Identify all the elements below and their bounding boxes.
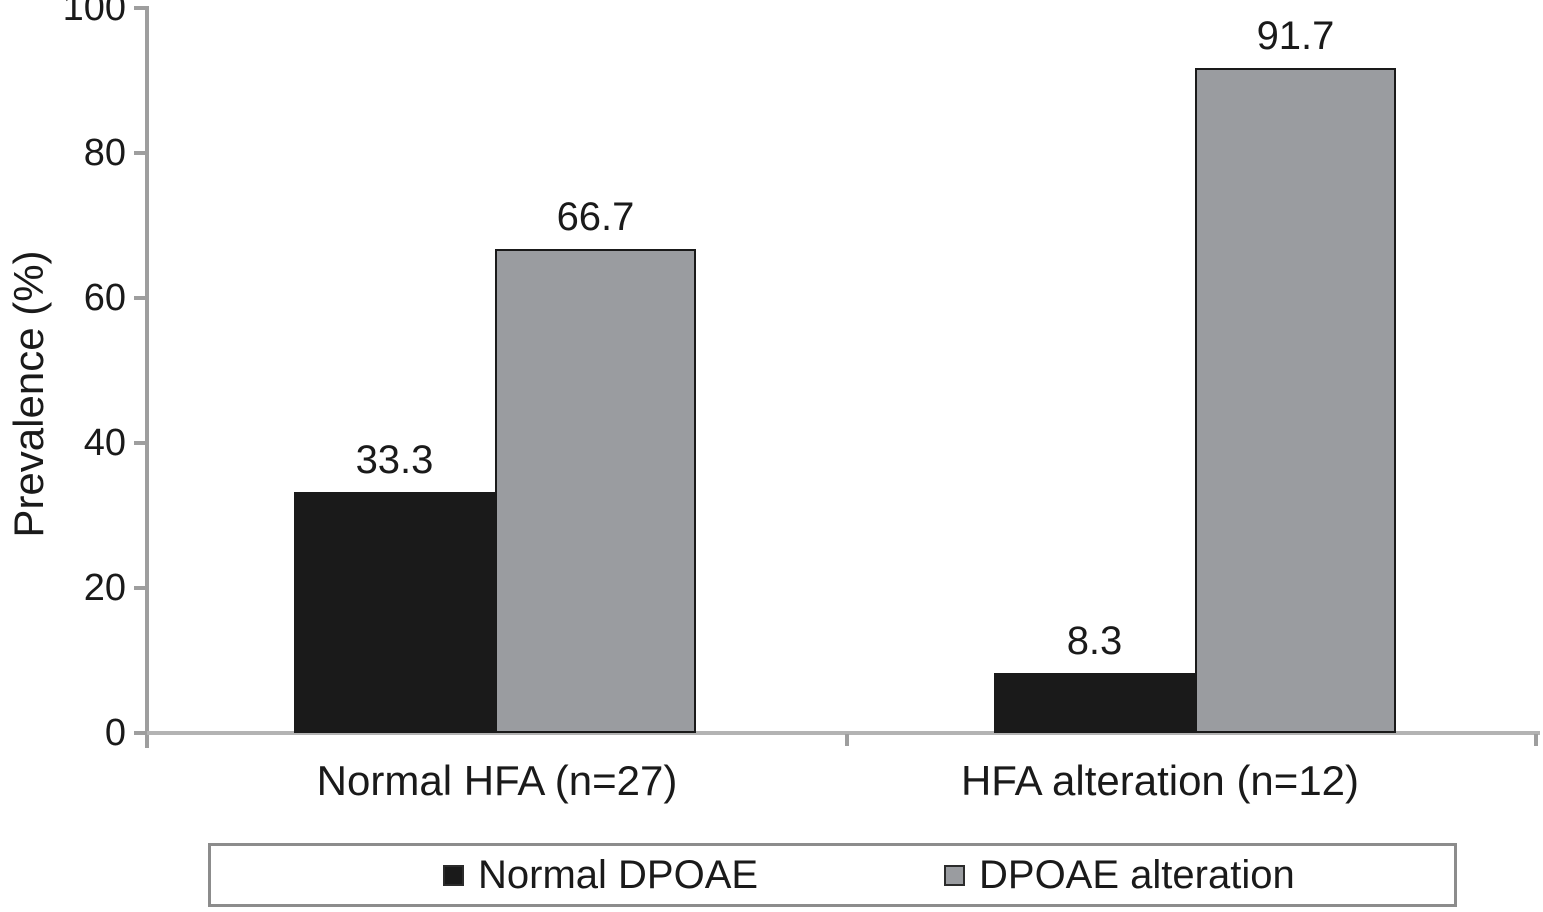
y-tick-mark <box>134 586 147 590</box>
x-axis-line <box>145 731 1540 735</box>
y-tick-label: 40 <box>83 422 126 464</box>
legend-label-dpoae-alteration: DPOAE alteration <box>979 853 1295 897</box>
y-tick-label: 100 <box>62 0 126 29</box>
legend: Normal DPOAE DPOAE alteration <box>208 843 1457 907</box>
y-tick-mark <box>134 441 147 445</box>
legend-entry-normal-dpoae: Normal DPOAE <box>443 846 758 904</box>
legend-label-normal-dpoae: Normal DPOAE <box>478 853 759 897</box>
bar-dpoae-alteration <box>495 249 696 733</box>
y-tick-mark <box>134 6 147 10</box>
y-tick-label: 60 <box>83 277 126 319</box>
y-tick-mark <box>134 731 147 735</box>
x-tick-mark <box>845 734 849 746</box>
y-tick-mark <box>134 296 147 300</box>
category-label: HFA alteration (n=12) <box>960 757 1360 804</box>
bar-dpoae-alteration <box>1195 68 1396 733</box>
y-axis-line <box>145 6 149 748</box>
bar-value-label: 66.7 <box>556 195 635 239</box>
x-tick-mark <box>1534 734 1538 746</box>
y-tick-mark <box>134 151 147 155</box>
bar-value-label: 91.7 <box>1256 14 1335 58</box>
bar-normal-dpoae <box>994 673 1195 733</box>
category-label: Normal HFA (n=27) <box>316 757 678 804</box>
y-tick-label: 0 <box>104 712 126 754</box>
bar-value-label: 33.3 <box>355 438 434 482</box>
normal-dpoae-swatch-icon <box>443 864 464 886</box>
y-tick-label: 20 <box>83 567 126 609</box>
bar-value-label: 8.3 <box>1066 619 1123 663</box>
bar-normal-dpoae <box>294 492 495 733</box>
legend-entry-dpoae-alteration: DPOAE alteration <box>944 846 1295 904</box>
dpoae-alteration-swatch-icon <box>944 864 965 886</box>
y-tick-label: 80 <box>83 132 126 174</box>
